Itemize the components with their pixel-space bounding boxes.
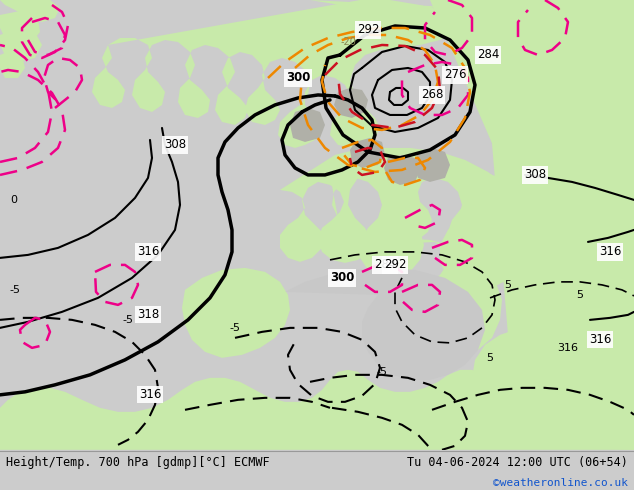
Text: -20: -20 (340, 37, 356, 47)
Polygon shape (350, 138, 385, 168)
Text: Tu 04-06-2024 12:00 UTC (06+54): Tu 04-06-2024 12:00 UTC (06+54) (407, 456, 628, 469)
Text: -5: -5 (377, 367, 387, 377)
Text: 300: 300 (286, 72, 310, 84)
Text: -5: -5 (122, 315, 134, 325)
Text: 5: 5 (505, 280, 512, 290)
Text: 276: 276 (444, 69, 466, 81)
Polygon shape (280, 148, 520, 263)
Text: Height/Temp. 700 hPa [gdmp][°C] ECMWF: Height/Temp. 700 hPa [gdmp][°C] ECMWF (6, 456, 270, 469)
Polygon shape (472, 0, 634, 450)
Text: 318: 318 (137, 308, 159, 321)
Polygon shape (290, 108, 325, 142)
Text: -5: -5 (230, 323, 240, 333)
Polygon shape (92, 0, 460, 148)
Polygon shape (0, 28, 42, 62)
Text: -5: -5 (10, 285, 20, 295)
Text: 292: 292 (357, 24, 379, 36)
Text: 316: 316 (137, 245, 159, 258)
Text: 316: 316 (557, 343, 578, 353)
Polygon shape (182, 268, 290, 358)
Polygon shape (285, 268, 485, 380)
Polygon shape (330, 162, 535, 290)
Text: 0: 0 (11, 195, 18, 205)
Text: 268: 268 (421, 89, 443, 101)
Text: 316: 316 (589, 333, 611, 346)
Text: 5: 5 (486, 353, 493, 363)
Text: ©weatheronline.co.uk: ©weatheronline.co.uk (493, 478, 628, 488)
Polygon shape (384, 155, 420, 185)
Text: 292: 292 (384, 258, 406, 271)
Polygon shape (414, 148, 450, 182)
Text: 284: 284 (477, 49, 499, 61)
Text: 300: 300 (330, 271, 354, 284)
Polygon shape (0, 10, 40, 45)
Text: 284: 284 (374, 258, 396, 271)
Polygon shape (0, 370, 634, 450)
Text: 316: 316 (139, 389, 161, 401)
Polygon shape (430, 0, 634, 252)
Polygon shape (330, 238, 502, 360)
Polygon shape (310, 0, 520, 42)
Text: 308: 308 (164, 139, 186, 151)
Polygon shape (0, 50, 25, 78)
Polygon shape (334, 88, 368, 118)
Text: 5: 5 (576, 290, 583, 300)
Polygon shape (0, 0, 60, 22)
Text: 308: 308 (524, 169, 546, 181)
Text: 316: 316 (598, 245, 621, 258)
